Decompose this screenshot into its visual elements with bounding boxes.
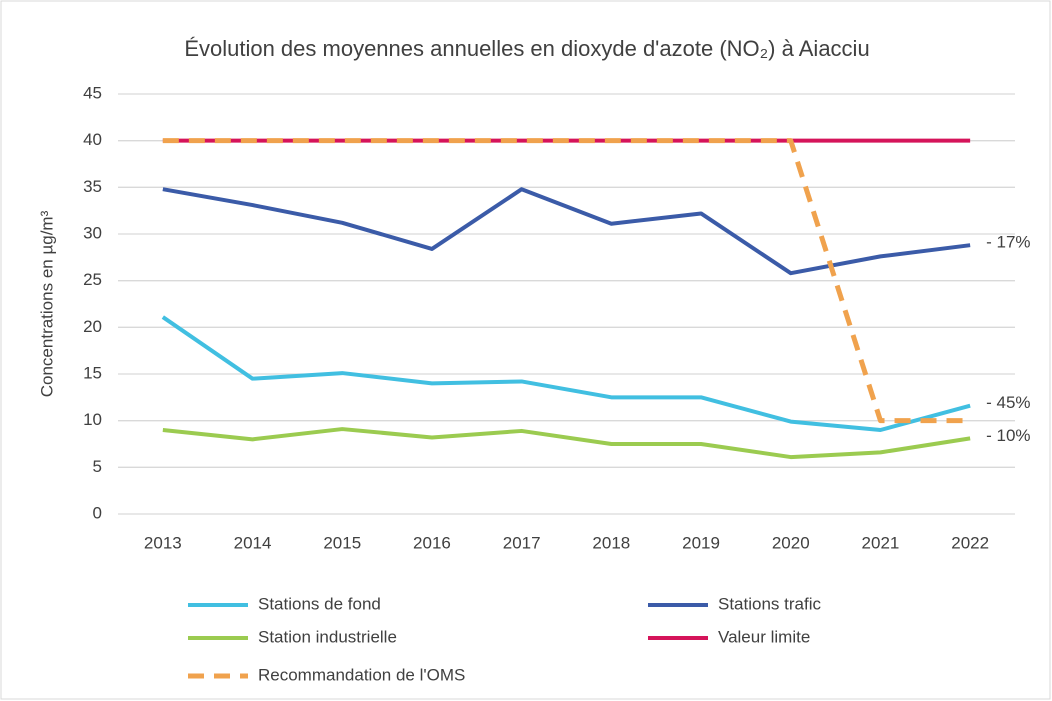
y-tick-label: 20 (83, 317, 102, 336)
x-tick-label: 2018 (592, 533, 630, 552)
x-tick-label: 2016 (413, 533, 451, 552)
x-tick-label: 2021 (862, 533, 900, 552)
x-tick-label: 2013 (144, 533, 182, 552)
series-line (161, 315, 971, 432)
x-tick-label: 2019 (682, 533, 720, 552)
y-tick-label: 0 (93, 503, 102, 522)
x-tick-label: 2017 (503, 533, 541, 552)
series-line (162, 138, 971, 424)
y-tick-label: 15 (83, 363, 102, 382)
y-tick-label: 35 (83, 177, 102, 196)
y-tick-label: 5 (93, 457, 102, 476)
legend-label: Recommandation de l'OMS (258, 665, 465, 684)
y-tick-label: 30 (83, 223, 102, 242)
x-tick-label: 2014 (234, 533, 272, 552)
y-tick-label: 10 (83, 410, 102, 429)
x-tick-label: 2022 (951, 533, 989, 552)
chart-title: Évolution des moyennes annuelles en diox… (184, 36, 869, 61)
y-tick-label: 40 (83, 130, 102, 149)
x-tick-label: 2015 (323, 533, 361, 552)
series-line (162, 427, 971, 460)
annotation: - 10% (986, 426, 1030, 445)
legend-label: Stations de fond (258, 594, 381, 613)
legend-label: Station industrielle (258, 627, 397, 646)
y-tick-label: 45 (83, 83, 102, 102)
annotation: - 17% (986, 233, 1030, 252)
y-tick-label: 25 (83, 270, 102, 289)
y-axis-label: Concentrations en µg/m³ (37, 210, 56, 397)
annotation: - 45% (986, 393, 1030, 412)
series-line (162, 187, 971, 276)
legend-label: Stations trafic (718, 594, 821, 613)
x-tick-label: 2020 (772, 533, 810, 552)
legend-label: Valeur limite (718, 627, 810, 646)
